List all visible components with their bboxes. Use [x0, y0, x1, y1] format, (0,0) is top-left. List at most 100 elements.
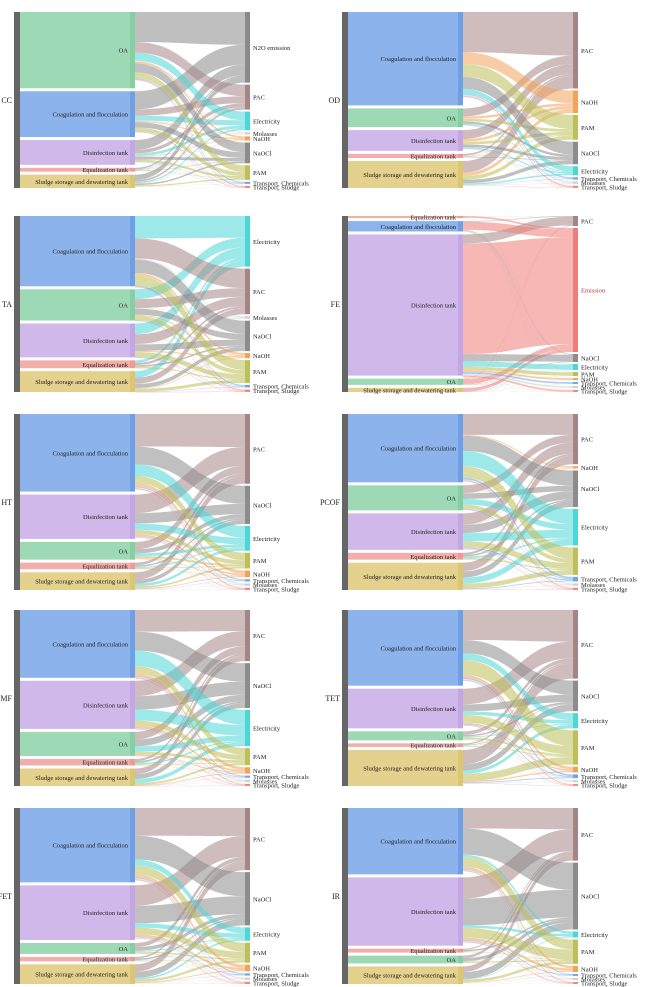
source-node-sludge-storage-and-dewatering-tank — [130, 768, 135, 786]
flow-oa-to-transport-chemicals — [135, 755, 245, 778]
flow-sludge-storage-and-dewatering-tank-to-transport-sludge — [135, 589, 245, 590]
target-label: Electricity — [253, 239, 281, 246]
source-label: Coagulation and flocculation — [53, 450, 129, 457]
flow-oa-to-transport-chemicals — [135, 320, 245, 387]
target-node-molasses — [245, 132, 250, 135]
flow-sludge-storage-and-dewatering-tank-to-transport-chemicals — [135, 777, 245, 786]
target-label: PAM — [253, 558, 267, 565]
flow-disinfection-tank-to-transport-chemicals — [135, 727, 245, 778]
flow-coagulation-and-flocculation-to-molasses — [135, 120, 245, 134]
flow-equalization-tank-to-naocl — [135, 345, 245, 367]
flow-oa-to-transport-chemicals — [463, 508, 573, 580]
target-label: PAM — [581, 559, 595, 566]
flow-disinfection-tank-to-molasses — [463, 148, 573, 184]
source-band-oa — [20, 943, 130, 954]
source-label: Coagulation and flocculation — [381, 224, 457, 231]
target-node-pac — [245, 414, 250, 484]
source-node-sludge-storage-and-dewatering-tank — [458, 161, 463, 188]
source-node-coagulation-and-flocculation — [130, 610, 135, 678]
flow-coagulation-and-flocculation-to-pam — [463, 466, 573, 559]
source-node-oa — [458, 731, 463, 741]
flow-disinfection-tank-to-molasses — [463, 724, 573, 782]
target-label: PAM — [581, 372, 595, 379]
flow-disinfection-tank-to-pam — [135, 351, 245, 379]
source-band-sludge-storage-and-dewatering-tank — [20, 768, 130, 786]
flow-oa-to-molasses — [463, 962, 573, 980]
flow-coagulation-and-flocculation-to-molasses — [135, 878, 245, 979]
flow-coagulation-and-flocculation-to-transport-sludge — [135, 286, 245, 391]
flow-disinfection-tank-to-transport-chemicals — [463, 940, 573, 976]
source-label: Equalization tank — [82, 563, 128, 570]
target-node-naocl — [573, 680, 578, 712]
flow-oa-to-molasses — [463, 509, 573, 585]
source-label: Disinfection tank — [411, 303, 457, 310]
target-node-transport-chemicals — [573, 774, 578, 779]
source-node-equalization-tank — [458, 153, 463, 159]
target-node-pam — [573, 730, 578, 765]
source-band-disinfection-tank — [20, 323, 130, 358]
target-label: Transport, Sludge — [581, 980, 627, 987]
source-band-sludge-storage-and-dewatering-tank — [20, 371, 130, 392]
source-label: Equalization tank — [410, 743, 456, 750]
flow-equalization-tank-to-transport-chemicals — [135, 961, 245, 976]
target-label: Electricity — [581, 718, 609, 725]
source-node-disinfection-tank — [130, 323, 135, 358]
source-band-oa — [20, 541, 130, 560]
target-label: PAC — [253, 95, 265, 102]
target-label: Molasses — [253, 778, 278, 785]
plant-label: CC — [1, 96, 12, 105]
source-label: Disinfection tank — [83, 150, 129, 157]
target-node-transport-sludge — [573, 587, 578, 590]
target-node-transport-chemicals — [245, 775, 250, 778]
flow-equalization-tank-to-transport-sludge — [135, 765, 245, 786]
target-label: Transport, Sludge — [253, 782, 299, 789]
flow-sludge-storage-and-dewatering-tank-to-pac — [135, 655, 245, 775]
plant-bar — [342, 610, 348, 786]
flow-sludge-storage-and-dewatering-tank-to-naocl — [463, 922, 573, 979]
flow-coagulation-and-flocculation-to-transport-sludge — [135, 879, 245, 983]
target-label: Electricity — [581, 168, 609, 175]
source-band-equalization-tank — [20, 360, 130, 369]
source-band-disinfection-tank — [348, 513, 458, 550]
flow-disinfection-tank-to-transport-sludge — [135, 937, 245, 984]
source-label: Disinfection tank — [83, 910, 129, 917]
flow-oa-to-pam — [463, 504, 573, 564]
flow-disinfection-tank-to-molasses — [135, 536, 245, 586]
target-label: NaOCl — [581, 486, 600, 493]
flow-sludge-storage-and-dewatering-tank-to-electricity — [135, 939, 245, 980]
flow-sludge-storage-and-dewatering-tank-to-naoh — [135, 772, 245, 786]
sankey-panel-ir: IR Coagulation and flocculation Disinfecti… — [332, 808, 637, 987]
source-band-sludge-storage-and-dewatering-tank — [348, 161, 458, 188]
flow-coagulation-and-flocculation-to-naocl — [463, 77, 573, 155]
target-label: NaOH — [253, 966, 270, 973]
flow-oa-to-naoh — [463, 962, 573, 972]
source-label: OA — [447, 733, 457, 740]
flow-equalization-tank-to-electricity — [135, 128, 245, 171]
flow-disinfection-tank-to-pam — [463, 366, 573, 376]
flow-disinfection-tank-to-naoh — [463, 467, 573, 526]
flow-coagulation-and-flocculation-to-naocl — [135, 259, 245, 334]
flow-oa-to-transport-sludge — [463, 962, 573, 984]
flow-sludge-storage-and-dewatering-tank-to-pam — [135, 178, 245, 187]
target-label: Molasses — [581, 385, 606, 392]
source-node-disinfection-tank — [458, 234, 463, 376]
sankey-panel-od: OD Coagulation and flocculation OA Disinfec… — [328, 12, 637, 191]
flow-equalization-tank-to-pam — [463, 951, 573, 961]
source-node-oa — [130, 12, 135, 89]
flow-oa-to-molasses — [463, 124, 573, 184]
flow-sludge-storage-and-dewatering-tank-to-molasses — [463, 979, 573, 983]
source-node-equalization-tank — [458, 216, 463, 219]
plant-label: OD — [328, 96, 340, 105]
target-node-naoh — [245, 353, 250, 359]
source-node-equalization-tank — [458, 552, 463, 560]
source-band-disinfection-tank — [348, 130, 458, 151]
flow-coagulation-and-flocculation-to-transport-chemicals — [463, 93, 573, 179]
flow-disinfection-tank-to-naoh — [463, 722, 573, 771]
flow-disinfection-tank-to-transport-sludge — [135, 537, 245, 590]
source-label: OA — [447, 379, 457, 386]
flow-oa-to-pac — [463, 55, 573, 117]
source-node-sludge-storage-and-dewatering-tank — [458, 749, 463, 786]
plant-bar — [342, 12, 348, 188]
source-node-sludge-storage-and-dewatering-tank — [130, 964, 135, 984]
flow-sludge-storage-and-dewatering-tank-to-pac — [463, 663, 573, 765]
